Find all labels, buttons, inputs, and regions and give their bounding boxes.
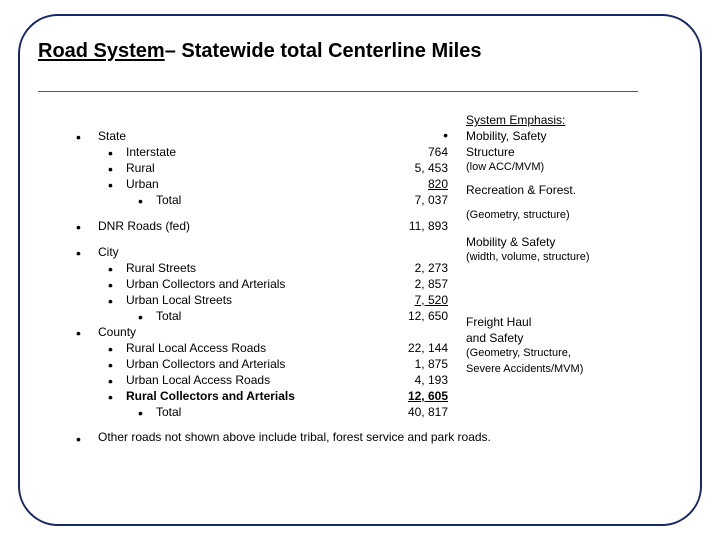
county-item-label: Rural Collectors and Arterials — [98, 388, 348, 404]
emphasis-note: (Geometry, structure) — [466, 208, 658, 224]
value: 2, 273 — [348, 260, 448, 276]
value: 820 — [348, 176, 448, 192]
bullet-icon: • — [138, 406, 143, 420]
labels-column: • State • Interstate • Rural • Urban • T… — [38, 128, 348, 420]
emphasis-text: Mobility, Safety — [466, 128, 658, 144]
title-rule — [38, 91, 638, 92]
values-column: • 764 5, 453 820 7, 037 11, 893 2, 273 2… — [348, 128, 458, 420]
emphasis-column: System Emphasis: Mobility, Safety Struct… — [458, 128, 658, 420]
emphasis-text: Freight Haul — [466, 314, 658, 330]
bullet-icon: • — [108, 390, 113, 404]
city-total-label: Total — [98, 308, 348, 324]
spacer — [348, 244, 448, 260]
emphasis-note: (Geometry, Structure, — [466, 346, 658, 362]
value: 1, 875 — [348, 356, 448, 372]
spacer — [348, 234, 448, 244]
bullet-icon: • — [138, 310, 143, 324]
state-item-label: Interstate — [98, 144, 348, 160]
county-item-label: Urban Local Access Roads — [98, 372, 348, 388]
slide-content: Road System – Statewide total Centerline… — [38, 40, 682, 444]
value: 4, 193 — [348, 372, 448, 388]
emphasis-note: Severe Accidents/MVM) — [466, 362, 658, 378]
county-item-label: Rural Local Access Roads — [98, 340, 348, 356]
emphasis-text: Recreation & Forest. — [466, 182, 658, 198]
county-total-label: Total — [98, 404, 348, 420]
state-total-label: Total — [98, 192, 348, 208]
value: 22, 144 — [348, 340, 448, 356]
value: 7, 037 — [348, 192, 448, 208]
bullet-icon: • — [76, 130, 81, 144]
city-item-label: Rural Streets — [98, 260, 348, 276]
emphasis-text: and Safety — [466, 330, 658, 346]
value: 12, 650 — [348, 308, 448, 324]
spacer — [466, 266, 658, 314]
city-item-label: Urban Collectors and Arterials — [98, 276, 348, 292]
value: 12, 605 — [348, 388, 448, 404]
value: 11, 893 — [348, 218, 448, 234]
emphasis-text: Structure — [466, 144, 658, 160]
footnote: • Other roads not shown above include tr… — [38, 430, 682, 444]
bullet-icon: • — [108, 178, 113, 192]
bullet-icon: • — [108, 342, 113, 356]
spacer — [348, 208, 448, 218]
bullet-icon: • — [76, 246, 81, 260]
bullet-icon: • — [108, 146, 113, 160]
spacer — [466, 224, 658, 234]
footnote-text: Other roads not shown above include trib… — [98, 430, 491, 444]
dnr-label: DNR Roads (fed) — [98, 218, 348, 234]
spacer — [466, 198, 658, 208]
bullet-icon: • — [108, 374, 113, 388]
state-item-label: Rural — [98, 160, 348, 176]
value: 40, 817 — [348, 404, 448, 420]
emphasis-heading: System Emphasis: — [466, 112, 658, 128]
emphasis-note: (width, volume, structure) — [466, 250, 658, 266]
value: 7, 520 — [348, 292, 448, 308]
value: 764 — [348, 144, 448, 160]
bullet-icon: • — [108, 262, 113, 276]
bullet-icon: • — [76, 220, 81, 234]
bullet-icon: • — [108, 278, 113, 292]
emphasis-note: (low ACC/MVM) — [466, 160, 658, 176]
county-label: County — [98, 324, 348, 340]
bullet-icon: • — [76, 432, 81, 446]
city-label: City — [98, 244, 348, 260]
bullet-icon: • — [138, 194, 143, 208]
spacer — [98, 234, 348, 244]
value: 5, 453 — [348, 160, 448, 176]
bullet-icon: • — [108, 162, 113, 176]
slide-title: Road System – Statewide total Centerline… — [38, 40, 682, 63]
county-item-label: Urban Collectors and Arterials — [98, 356, 348, 372]
bullet-icon: • — [108, 358, 113, 372]
bullet-icon: • — [76, 326, 81, 340]
value: 2, 857 — [348, 276, 448, 292]
emphasis-text: Mobility & Safety — [466, 234, 658, 250]
body-columns: • State • Interstate • Rural • Urban • T… — [38, 128, 682, 420]
title-underlined: Road System — [38, 40, 165, 62]
state-label: State — [98, 128, 348, 144]
spacer — [348, 324, 448, 340]
bullet-icon: • — [443, 127, 448, 143]
city-item-label: Urban Local Streets — [98, 292, 348, 308]
title-rest: – Statewide total Centerline Miles — [165, 40, 482, 63]
state-item-label: Urban — [98, 176, 348, 192]
bullet-icon: • — [108, 294, 113, 308]
spacer — [98, 208, 348, 218]
